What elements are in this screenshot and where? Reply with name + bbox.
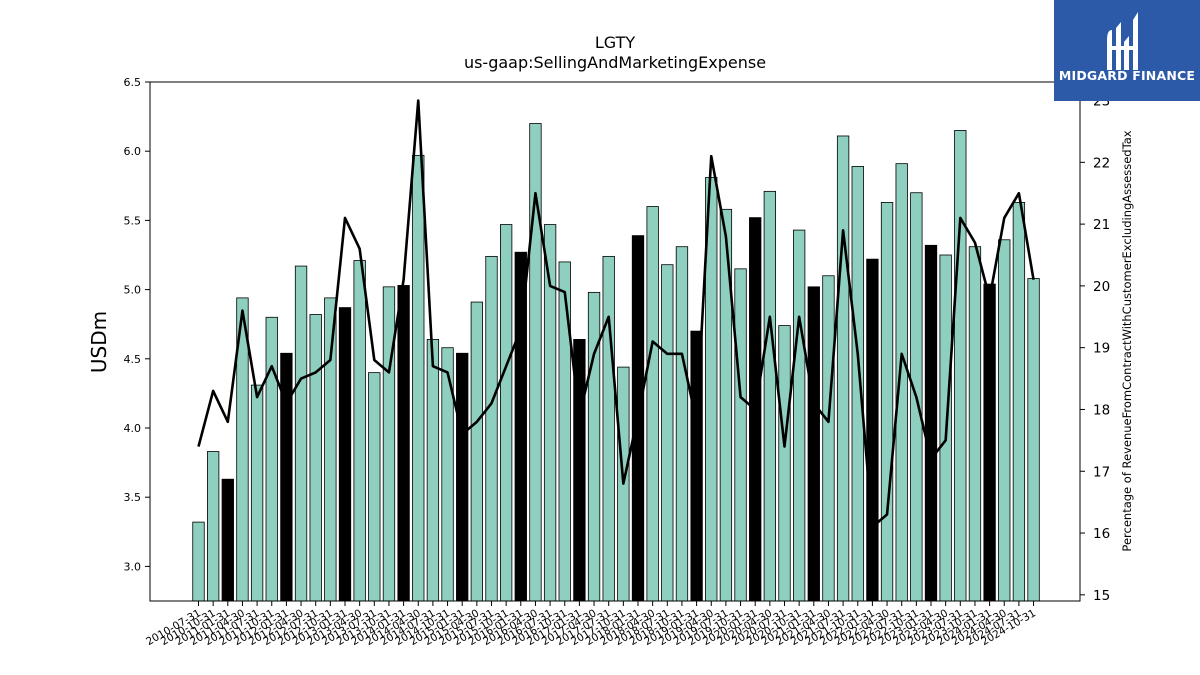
bar-2020-07-31 <box>778 325 791 602</box>
bar-2014-07-31 <box>426 339 440 602</box>
bar-2017-04-30 <box>587 291 601 602</box>
bar-2015-07-31 <box>485 255 498 602</box>
bar-2016-10-31 <box>558 261 571 602</box>
bar-2016-01-31 <box>514 251 527 602</box>
bar-2011-10-31 <box>265 316 278 602</box>
bars <box>192 123 1040 602</box>
bar-2012-07-31 <box>309 314 322 602</box>
bar-2013-07-31 <box>368 372 381 602</box>
bar-2018-10-31 <box>675 246 689 602</box>
bar-2022-01-31 <box>866 258 879 602</box>
percentage-line <box>197 99 1035 529</box>
logo-text: MIDGARD FINANCE <box>1058 68 1196 83</box>
y-tick-label: 3.0 <box>124 560 142 573</box>
bar-2011-01-31 <box>221 478 234 602</box>
line-series <box>197 99 1035 529</box>
bar-2022-04-30 <box>880 202 894 602</box>
y2-tick-label: 16 <box>1093 526 1110 542</box>
bar-2021-07-31 <box>836 135 850 602</box>
y2-tick-label: 22 <box>1093 155 1110 171</box>
logo-mark-icon <box>1107 12 1138 70</box>
bar-2014-04-30 <box>412 154 425 602</box>
brand-logo: MIDGARD FINANCE <box>1054 0 1200 101</box>
bar-2024-10-31 <box>1027 278 1040 602</box>
chart-subtitle: us-gaap:SellingAndMarketingExpense <box>464 53 766 72</box>
y-tick-label: 3.5 <box>124 491 142 504</box>
bar-2019-10-31 <box>734 268 747 602</box>
bar-2013-10-31 <box>382 286 396 602</box>
y2-axis-label: Percentage of RevenueFromContractWithCus… <box>1120 130 1134 551</box>
y-axis-label: USDm <box>87 311 111 373</box>
bar-2021-04-30 <box>822 275 835 602</box>
bar-2015-04-30 <box>470 301 484 602</box>
y-tick-label: 6.5 <box>124 76 142 89</box>
y2-tick-label: 18 <box>1093 402 1110 418</box>
y-tick-label: 6.0 <box>124 145 142 158</box>
plot-frame <box>149 81 1081 602</box>
y2-tick-label: 19 <box>1093 341 1110 357</box>
bar-2017-07-31 <box>602 255 615 602</box>
y2-tick-label: 20 <box>1093 279 1110 295</box>
bar-2023-01-31 <box>924 244 938 602</box>
bar-2018-07-31 <box>661 264 674 602</box>
bar-2012-04-30 <box>294 265 308 602</box>
bar-2018-04-30 <box>646 206 659 602</box>
bar-2015-10-31 <box>499 224 513 602</box>
bar-2021-01-31 <box>807 286 820 602</box>
x-axis: 2010-07-312010-10-312011-01-312011-04-30… <box>144 601 1038 648</box>
y-tick-label: 5.0 <box>124 284 142 297</box>
bar-2020-10-31 <box>793 229 806 602</box>
bar-2010-10-31 <box>206 451 220 602</box>
bar-2022-07-31 <box>895 163 908 602</box>
y-tick-label: 5.5 <box>124 214 142 227</box>
bar-2023-10-31 <box>968 246 982 602</box>
bar-2011-07-31 <box>250 384 264 602</box>
bar-2024-04-30 <box>998 239 1011 602</box>
y2-tick-label: 15 <box>1093 588 1110 604</box>
y2-tick-label: 17 <box>1093 464 1110 480</box>
bar-2013-01-31 <box>338 307 352 602</box>
bar-2020-04-30 <box>763 190 776 602</box>
bar-2014-01-31 <box>397 285 410 602</box>
y2-tick-label: 21 <box>1093 217 1110 233</box>
bar-2010-07-31 <box>192 521 205 602</box>
bar-2021-10-31 <box>851 166 864 602</box>
bar-2012-10-31 <box>324 297 337 602</box>
y-axis-left: 3.0 3.5 4.0 4.5 5.0 5.5 6.0 6.5 <box>124 76 150 573</box>
bar-2023-07-31 <box>954 130 967 602</box>
bar-2013-04-30 <box>353 260 366 602</box>
bar-2015-01-31 <box>456 352 469 602</box>
y-tick-label: 4.0 <box>124 422 142 435</box>
y-tick-label: 4.5 <box>124 353 142 366</box>
bar-2024-07-31 <box>1012 202 1026 602</box>
chart-title: LGTY <box>595 33 636 52</box>
bar-2024-01-31 <box>983 283 996 602</box>
